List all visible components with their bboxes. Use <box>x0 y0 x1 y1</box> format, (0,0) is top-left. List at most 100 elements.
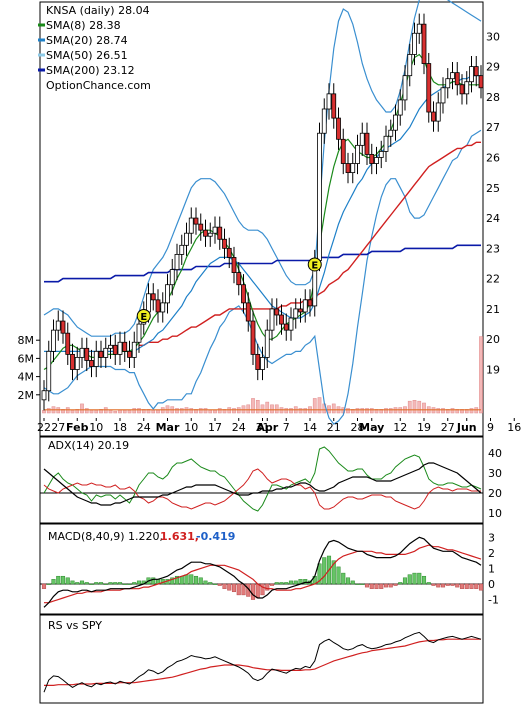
price-candle <box>407 54 413 77</box>
date-tick-label: 10 <box>89 421 103 434</box>
macd-histogram-bar <box>122 583 127 585</box>
macd-histogram-bar <box>440 583 446 588</box>
volume-bar <box>108 410 113 414</box>
plus-di-line <box>43 446 482 512</box>
price-candle <box>369 154 375 164</box>
volume-bar <box>303 408 308 414</box>
macd-histogram-bar <box>265 583 270 591</box>
macd-tick-label: 2 <box>488 547 495 560</box>
price-candle <box>307 299 313 307</box>
price-candle <box>350 163 356 174</box>
price-candle <box>298 308 303 313</box>
macd-histogram-bar <box>212 583 218 585</box>
price-candle <box>174 254 180 270</box>
price-candle <box>331 93 337 119</box>
price-candle <box>293 308 299 319</box>
volume-bar <box>179 408 184 414</box>
volume-tick-label: 2M <box>18 389 35 402</box>
date-tick-label: 7 <box>283 421 290 434</box>
legend-entry: KNSA (daily) 28.04 <box>46 4 150 17</box>
macd-histogram-bar <box>184 574 189 585</box>
volume-bar <box>388 408 393 414</box>
macd-histogram-bar <box>336 566 341 585</box>
price-candle <box>459 84 465 95</box>
macd-label: MACD(8,40,9) 1.220, <box>48 530 163 543</box>
macd-histogram-bar <box>108 582 113 585</box>
panel-frames <box>39 1 484 704</box>
minus-di-line <box>43 468 481 510</box>
earnings-marker <box>307 257 322 272</box>
macd-tick-label: 0 <box>488 578 495 591</box>
macd-line <box>43 536 482 608</box>
date-tick-label: 10 <box>184 421 198 434</box>
price-candle <box>279 314 284 325</box>
price-tick-label: 28 <box>486 91 500 104</box>
date-tick-label: 31 <box>256 421 270 434</box>
price-candle <box>179 244 185 255</box>
volume-bar <box>417 400 422 414</box>
price-candle <box>184 232 189 246</box>
volume-bar <box>84 408 89 414</box>
price-tick-label: 19 <box>486 364 500 377</box>
date-tick-label: 27 <box>441 421 455 434</box>
legend-entry: SMA(20) 28.74 <box>46 34 128 47</box>
volume-bar <box>360 408 365 414</box>
volume-bar <box>260 404 265 414</box>
volume-bar <box>255 400 260 414</box>
price-candle <box>264 329 270 358</box>
volume-bar <box>122 410 127 414</box>
adx-tick-label: 40 <box>488 447 502 460</box>
price-candle <box>440 87 446 104</box>
date-tick-label: 24 <box>232 421 246 434</box>
price-candle <box>46 350 52 392</box>
price-tick-label: 23 <box>486 242 500 255</box>
macd-histogram-bar <box>189 574 194 585</box>
price-candle <box>374 157 379 164</box>
price-candle <box>93 350 99 367</box>
volume-tick-label: 4M <box>18 371 35 384</box>
rs-frame <box>39 614 484 704</box>
price-candle <box>236 272 242 286</box>
macd-histogram-bar <box>193 575 199 585</box>
date-tick-label: 21 <box>327 421 341 434</box>
volume-bar <box>132 408 137 414</box>
price-candle <box>317 132 322 261</box>
volume-bar <box>213 410 217 414</box>
sma200-line <box>44 244 481 283</box>
volume-bar <box>450 408 455 414</box>
sma8-line <box>43 53 481 371</box>
volume-bar <box>118 410 122 414</box>
macd-histogram-bar <box>94 582 99 585</box>
price-candle <box>212 226 218 234</box>
price-candle <box>203 229 208 237</box>
macd-histogram-bar <box>383 583 389 588</box>
macd-histogram-bar <box>436 583 441 588</box>
price-candle <box>79 347 85 358</box>
legend: KNSA (daily) 28.04 SMA(8) 28.38 SMA(20) 28… <box>38 4 151 92</box>
legend-entry: SMA(200) 23.12 <box>46 64 135 77</box>
price-candle <box>245 302 251 322</box>
adx-label: ADX(14) 20.19 <box>48 439 129 452</box>
price-candle <box>231 257 237 273</box>
date-tick-label: 22 <box>37 421 51 434</box>
date-tick-label: Apr <box>256 421 278 434</box>
date-tick-label: 9 <box>487 421 494 434</box>
macd-histogram-bar <box>79 580 85 585</box>
price-candle <box>359 132 365 146</box>
macd-histogram-bar <box>84 582 89 585</box>
date-tick-label: 17 <box>208 421 222 434</box>
price-candle <box>55 320 61 331</box>
volume-bar <box>189 408 194 414</box>
macd-histogram-bar <box>198 577 203 585</box>
macd-histogram-bar <box>89 583 94 585</box>
price-tick-label: 20 <box>486 333 500 346</box>
macd-tick-label: 1 <box>488 562 495 575</box>
volume-bar <box>94 410 99 414</box>
macd-histogram-bar <box>174 575 180 585</box>
price-candle <box>269 308 275 331</box>
price-candle <box>445 78 451 89</box>
macd-histogram-bar <box>388 583 393 588</box>
price-candle <box>70 353 75 370</box>
macd-histogram-bar <box>46 583 51 585</box>
